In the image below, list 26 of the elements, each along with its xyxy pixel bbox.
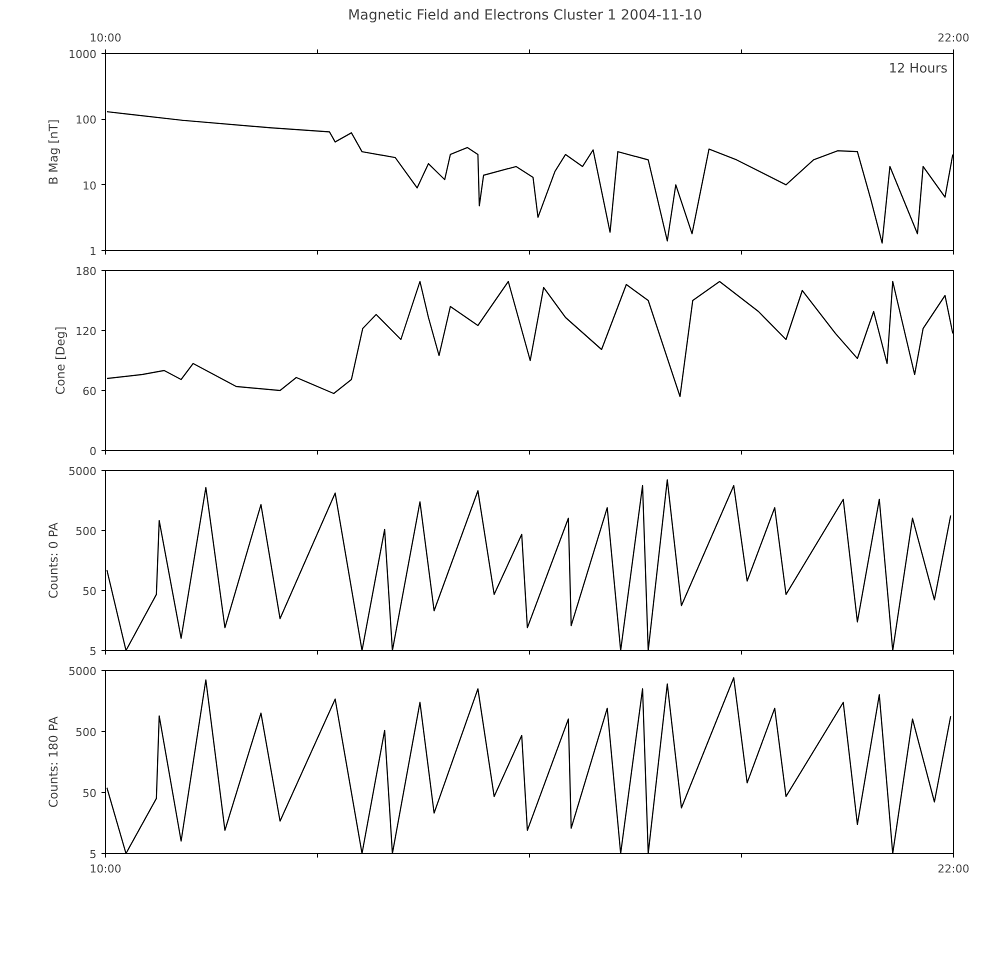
y-tick-label: 5000 (68, 465, 97, 478)
annotation: 12 Hours (888, 62, 948, 76)
line-series (106, 677, 952, 854)
y-tick-label: 100 (76, 114, 97, 127)
y-axis-title: B Mag [nT] (46, 119, 61, 185)
y-tick-label: 1 (90, 245, 96, 258)
y-tick-label: 180 (76, 265, 97, 278)
y-axis-title: Cone [Deg] (54, 326, 68, 395)
y-tick-label: 5 (90, 645, 96, 658)
y-tick-label: 120 (76, 325, 97, 338)
y-axis-title: Counts: 0 PA (46, 522, 61, 598)
y-tick-label: 5000 (68, 665, 97, 678)
y-tick-label: 60 (82, 385, 97, 398)
line-series (106, 479, 952, 650)
y-tick-label: 5 (90, 848, 96, 861)
y-tick-label: 50 (82, 585, 97, 598)
y-tick-label: 500 (76, 525, 97, 538)
y-tick-label: 1000 (68, 48, 97, 61)
x2-tick-label: 22:00 (938, 32, 970, 44)
chart-title: Magnetic Field and Electrons Cluster 1 2004-11-10 (348, 8, 702, 24)
x2-tick-label: 10:00 (90, 32, 122, 44)
y-tick-label: 500 (76, 726, 97, 739)
y-tick-label: 0 (90, 445, 96, 458)
y-axis-title: Counts: 180 PA (46, 716, 61, 808)
y-tick-label: 50 (82, 787, 97, 800)
y-tick-label: 10 (82, 179, 97, 192)
